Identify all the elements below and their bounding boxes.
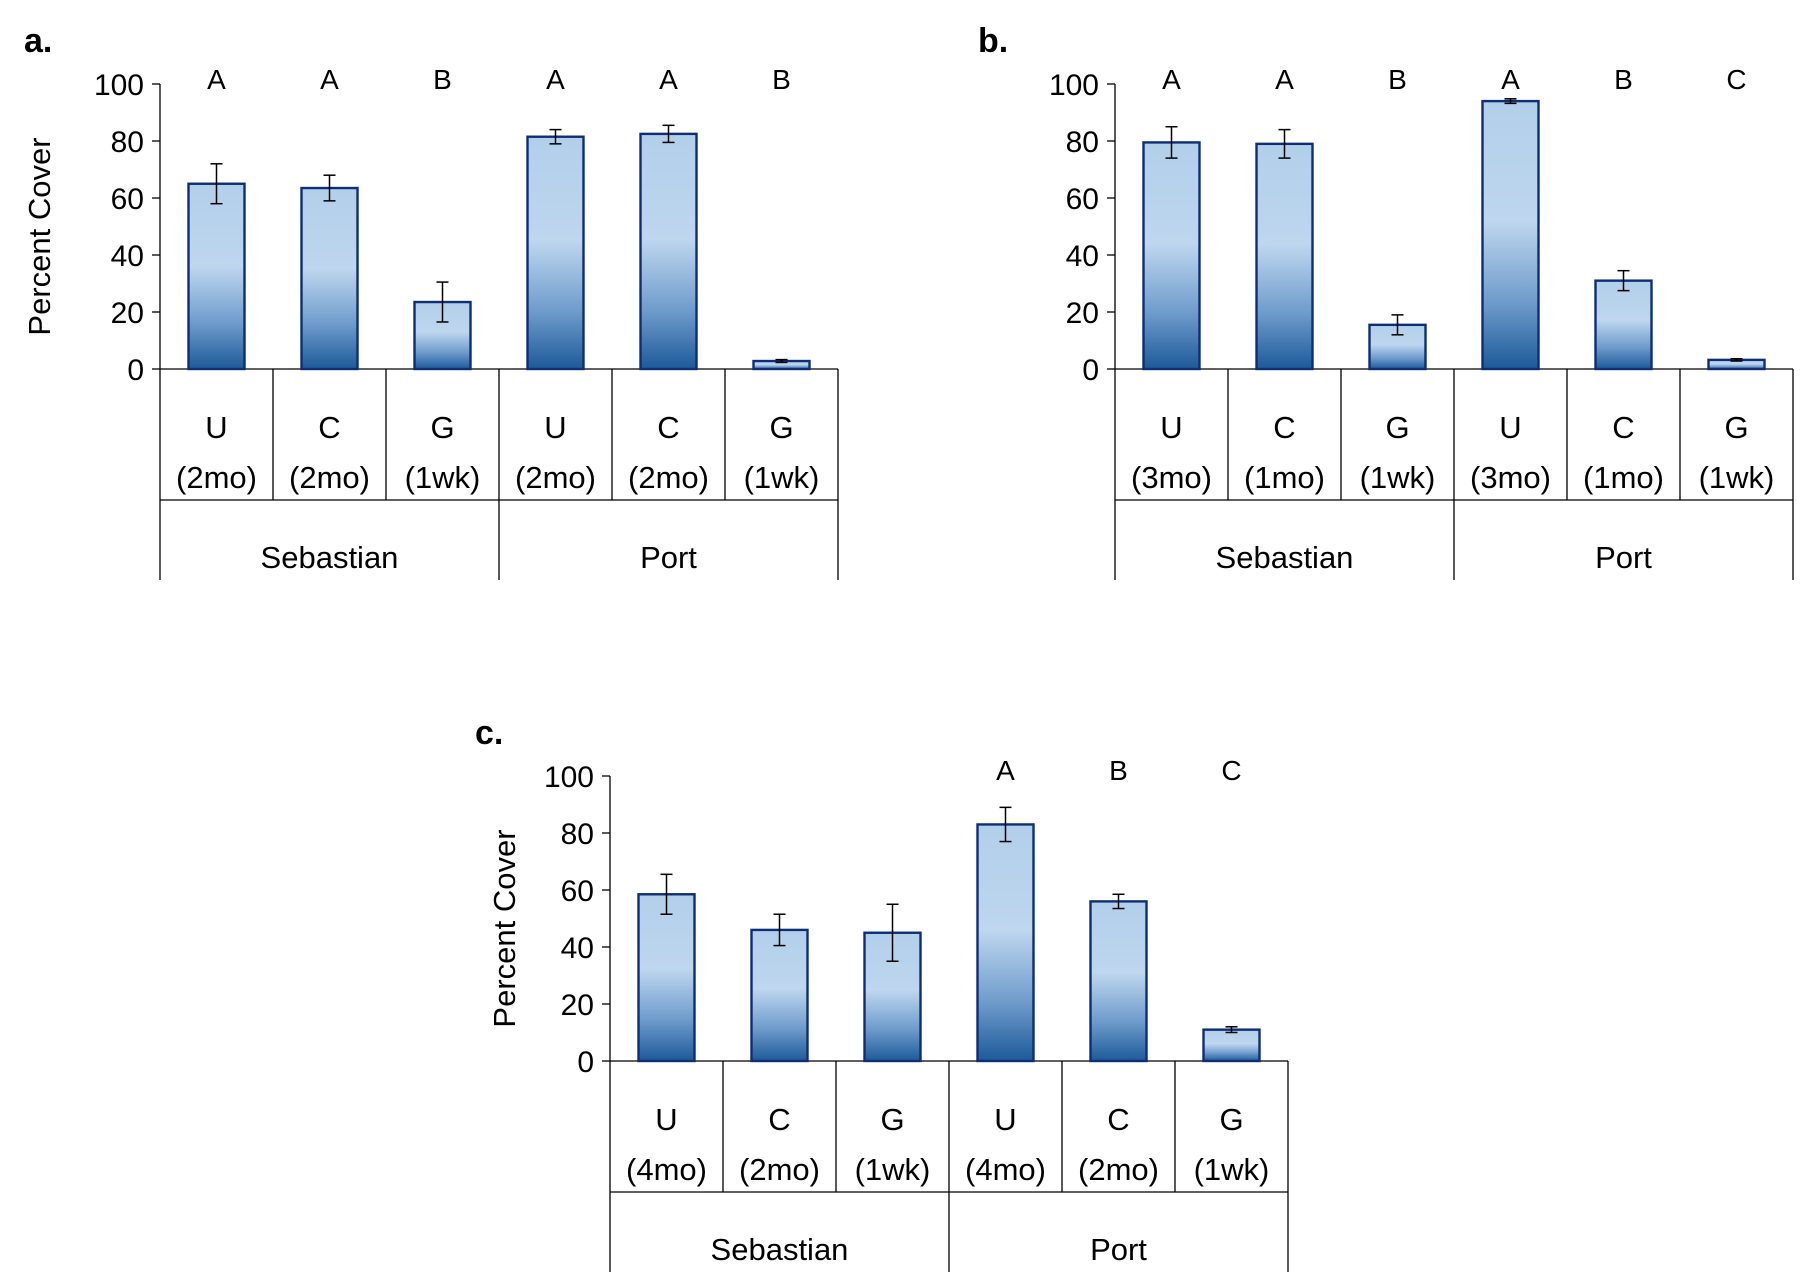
y-tick-label: 20 [111,297,144,330]
significance-letter: B [1614,64,1633,95]
y-tick-label: 60 [111,183,144,216]
category-label: U [655,1102,677,1137]
y-tick-label: 100 [544,761,594,794]
category-duration: (1mo) [1583,460,1664,495]
significance-letter: B [1109,755,1128,786]
y-tick-label: 20 [561,989,594,1022]
category-label: G [1219,1102,1243,1137]
y-tick-label: 20 [1066,297,1099,330]
chart-panel-3: c. 0 20 40 60 80 100 Percent Cover U (4mo) C (2mo) G… [475,714,1289,1272]
y-tick-label: 0 [577,1046,594,1079]
panel-label: c. [475,714,503,752]
panel-label: b. [978,22,1008,60]
group-label: Sebastian [261,540,399,575]
bar-port-u [976,823,1035,1063]
category-label: U [205,410,227,445]
category-duration: (2mo) [1078,1152,1159,1187]
y-tick-label: 80 [561,818,594,851]
category-label: U [544,410,566,445]
category-duration: (1wk) [405,460,481,495]
category-label: G [769,410,793,445]
category-label: C [1612,410,1634,445]
y-tick-label: 40 [111,240,144,273]
group-label: Port [1090,1232,1147,1267]
bar-sebastian-u [637,893,696,1063]
group-label: Sebastian [711,1232,849,1267]
significance-letter: A [996,755,1015,786]
y-tick-label: 0 [127,354,144,387]
category-duration: (2mo) [628,460,709,495]
bar-port-g [1202,1028,1261,1063]
category-duration: (4mo) [626,1152,707,1187]
category-label: C [1273,410,1295,445]
bar-port-u [526,135,585,371]
y-tick-label: 80 [1066,126,1099,159]
significance-letter: A [1501,64,1520,95]
significance-letter: A [207,64,226,95]
category-label: G [430,410,454,445]
y-tick-label: 60 [561,875,594,908]
group-label: Port [1595,540,1652,575]
category-label: G [1385,410,1409,445]
chart-panel-1: a. 0 20 40 60 80 100 Percent Cover A U (2mo) A C (2mo… [22,22,839,580]
significance-letter: A [320,64,339,95]
category-label: C [318,410,340,445]
bar-port-c [1594,279,1653,371]
category-label: G [880,1102,904,1137]
group-label: Sebastian [1216,540,1354,575]
bar-sebastian-u [1142,141,1201,371]
category-label: C [657,410,679,445]
bar-sebastian-c [1255,142,1314,371]
significance-letter: B [772,64,791,95]
significance-letter: A [546,64,565,95]
category-duration: (2mo) [176,460,257,495]
significance-letter: C [1221,755,1241,786]
significance-letter: C [1726,64,1746,95]
y-axis-title: Percent Cover [22,137,57,335]
significance-letter: A [659,64,678,95]
category-label: C [768,1102,790,1137]
y-tick-label: 40 [561,932,594,965]
y-tick-label: 0 [1082,354,1099,387]
bar-sebastian-c [300,186,359,371]
category-duration: (4mo) [965,1152,1046,1187]
category-duration: (2mo) [515,460,596,495]
category-duration: (1wk) [1699,460,1775,495]
category-label: U [1499,410,1521,445]
group-label: Port [640,540,697,575]
panel-label: a. [24,22,52,60]
significance-letter: B [433,64,452,95]
significance-letter: A [1275,64,1294,95]
category-duration: (1wk) [855,1152,931,1187]
y-axis-title: Percent Cover [487,829,522,1027]
significance-letter: B [1388,64,1407,95]
chart-panel-2: b. 0 20 40 60 80 100 A U (3mo) A C (1mo) B G (1wk) Sebas… [978,22,1794,580]
y-tick-label: 80 [111,126,144,159]
category-label: U [1160,410,1182,445]
bar-port-c [1089,900,1148,1063]
category-duration: (2mo) [739,1152,820,1187]
category-duration: (1wk) [1194,1152,1270,1187]
category-label: G [1724,410,1748,445]
y-tick-label: 40 [1066,240,1099,273]
category-duration: (1wk) [1360,460,1436,495]
bar-sebastian-u [187,182,246,371]
category-label: U [994,1102,1016,1137]
y-tick-label: 100 [1049,69,1099,102]
significance-letter: A [1162,64,1181,95]
bar-port-c [639,132,698,371]
category-duration: (3mo) [1470,460,1551,495]
category-duration: (2mo) [289,460,370,495]
category-duration: (3mo) [1131,460,1212,495]
bar-sebastian-c [750,928,809,1063]
category-label: C [1107,1102,1129,1137]
bar-port-u [1481,99,1540,371]
y-tick-label: 100 [94,69,144,102]
y-tick-label: 60 [1066,183,1099,216]
category-duration: (1wk) [744,460,820,495]
category-duration: (1mo) [1244,460,1325,495]
